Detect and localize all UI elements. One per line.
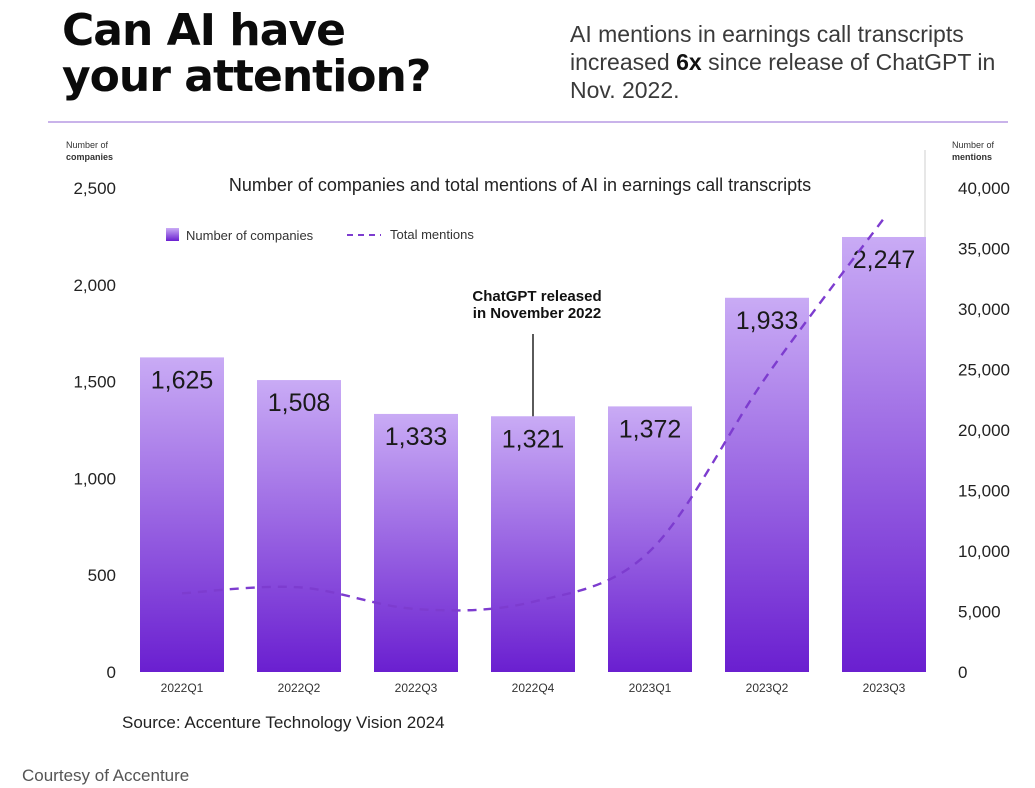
bar-labels: 1,625 1,508 1,333 1,321 1,372 1,933 2,247	[151, 246, 916, 453]
bar-value-label: 1,625	[151, 366, 214, 394]
legend-line-label: Total mentions	[390, 227, 474, 242]
subheadline-text-end: since release of ChatGPT in Nov. 2022.	[570, 49, 996, 103]
bar-value-label: 2,247	[853, 246, 916, 274]
right-axis-tick-label: 25,000	[958, 361, 1010, 380]
subheadline-text-start: AI mentions in earnings call transcripts…	[570, 21, 964, 75]
right-axis-tick-label: 0	[958, 663, 967, 682]
chart: Number of companies Number of mentions N…	[66, 140, 1010, 695]
right-axis-tick-label: 5,000	[958, 603, 1001, 622]
headline: Can AI have your attention?	[62, 5, 431, 102]
headline-line-1: Can AI have	[62, 5, 346, 56]
bar-value-label: 1,933	[736, 307, 799, 335]
right-axis-title-line-1: Number of	[952, 140, 995, 150]
x-axis-ticks: 2022Q1 2022Q2 2022Q3 2022Q4 2023Q1 2023Q2 2023…	[161, 681, 906, 695]
bar-2023Q2	[725, 297, 809, 672]
right-axis-title-line-2: mentions	[952, 152, 992, 162]
bar-2022Q2	[257, 380, 341, 672]
right-axis-tick-label: 15,000	[958, 482, 1010, 501]
chart-title: Number of companies and total mentions o…	[229, 175, 811, 195]
total-mentions-line	[181, 217, 885, 612]
left-axis-tick-label: 1,000	[73, 469, 116, 488]
subheadline: AI mentions in earnings call transcripts…	[570, 20, 1010, 104]
chatgpt-annotation: ChatGPT released in November 2022	[472, 288, 602, 417]
right-axis-tick-label: 35,000	[958, 240, 1010, 259]
right-axis-tick-label: 40,000	[958, 179, 1010, 198]
headline-line-2: your attention?	[62, 51, 431, 102]
x-axis-tick-label: 2022Q3	[395, 681, 438, 695]
header-divider	[48, 121, 1008, 123]
x-axis-tick-label: 2022Q4	[512, 681, 555, 695]
bar-2022Q1	[140, 357, 224, 672]
bar-2023Q1	[608, 406, 692, 672]
courtesy-note: Courtesy of Accenture	[22, 766, 190, 785]
left-axis-title-line-2: companies	[66, 152, 113, 162]
legend-bar-swatch	[166, 228, 179, 241]
right-axis-tick-label: 20,000	[958, 421, 1010, 440]
bar-value-label: 1,321	[502, 425, 565, 453]
bar-value-label: 1,508	[268, 389, 331, 417]
left-axis-tick-label: 500	[88, 566, 116, 585]
left-axis-title-line-1: Number of	[66, 140, 109, 150]
bars	[140, 236, 926, 672]
bar-2022Q4	[491, 416, 575, 672]
left-axis-tick-label: 2,500	[73, 179, 116, 198]
bar-2022Q3	[374, 413, 458, 672]
annotation-text-line-2: in November 2022	[473, 305, 601, 322]
right-axis-ticks: 0 5,000 10,000 15,000 20,000 25,000 30,000 35,0…	[924, 150, 1010, 682]
bar-value-label: 1,372	[619, 415, 682, 443]
x-axis-tick-label: 2023Q1	[629, 681, 672, 695]
subheadline-emphasis: 6x	[676, 49, 702, 75]
left-axis-ticks: 0 500 1,000 1,500 2,000 2,500	[73, 179, 116, 682]
legend-bar-label: Number of companies	[186, 228, 314, 243]
x-axis-tick-label: 2022Q1	[161, 681, 204, 695]
bar-value-label: 1,333	[385, 423, 448, 451]
source-note: Source: Accenture Technology Vision 2024	[122, 713, 445, 732]
left-axis-tick-label: 1,500	[73, 373, 116, 392]
x-axis-tick-label: 2022Q2	[278, 681, 321, 695]
right-axis-tick-label: 30,000	[958, 300, 1010, 319]
bar-2023Q3	[842, 236, 926, 672]
x-axis-tick-label: 2023Q2	[746, 681, 789, 695]
legend: Number of companies Total mentions	[166, 227, 474, 243]
right-axis-tick-label: 10,000	[958, 542, 1010, 561]
left-axis-tick-label: 2,000	[73, 276, 116, 295]
annotation-text-line-1: ChatGPT released	[472, 288, 601, 305]
left-axis-tick-label: 0	[107, 663, 116, 682]
x-axis-tick-label: 2023Q3	[863, 681, 906, 695]
